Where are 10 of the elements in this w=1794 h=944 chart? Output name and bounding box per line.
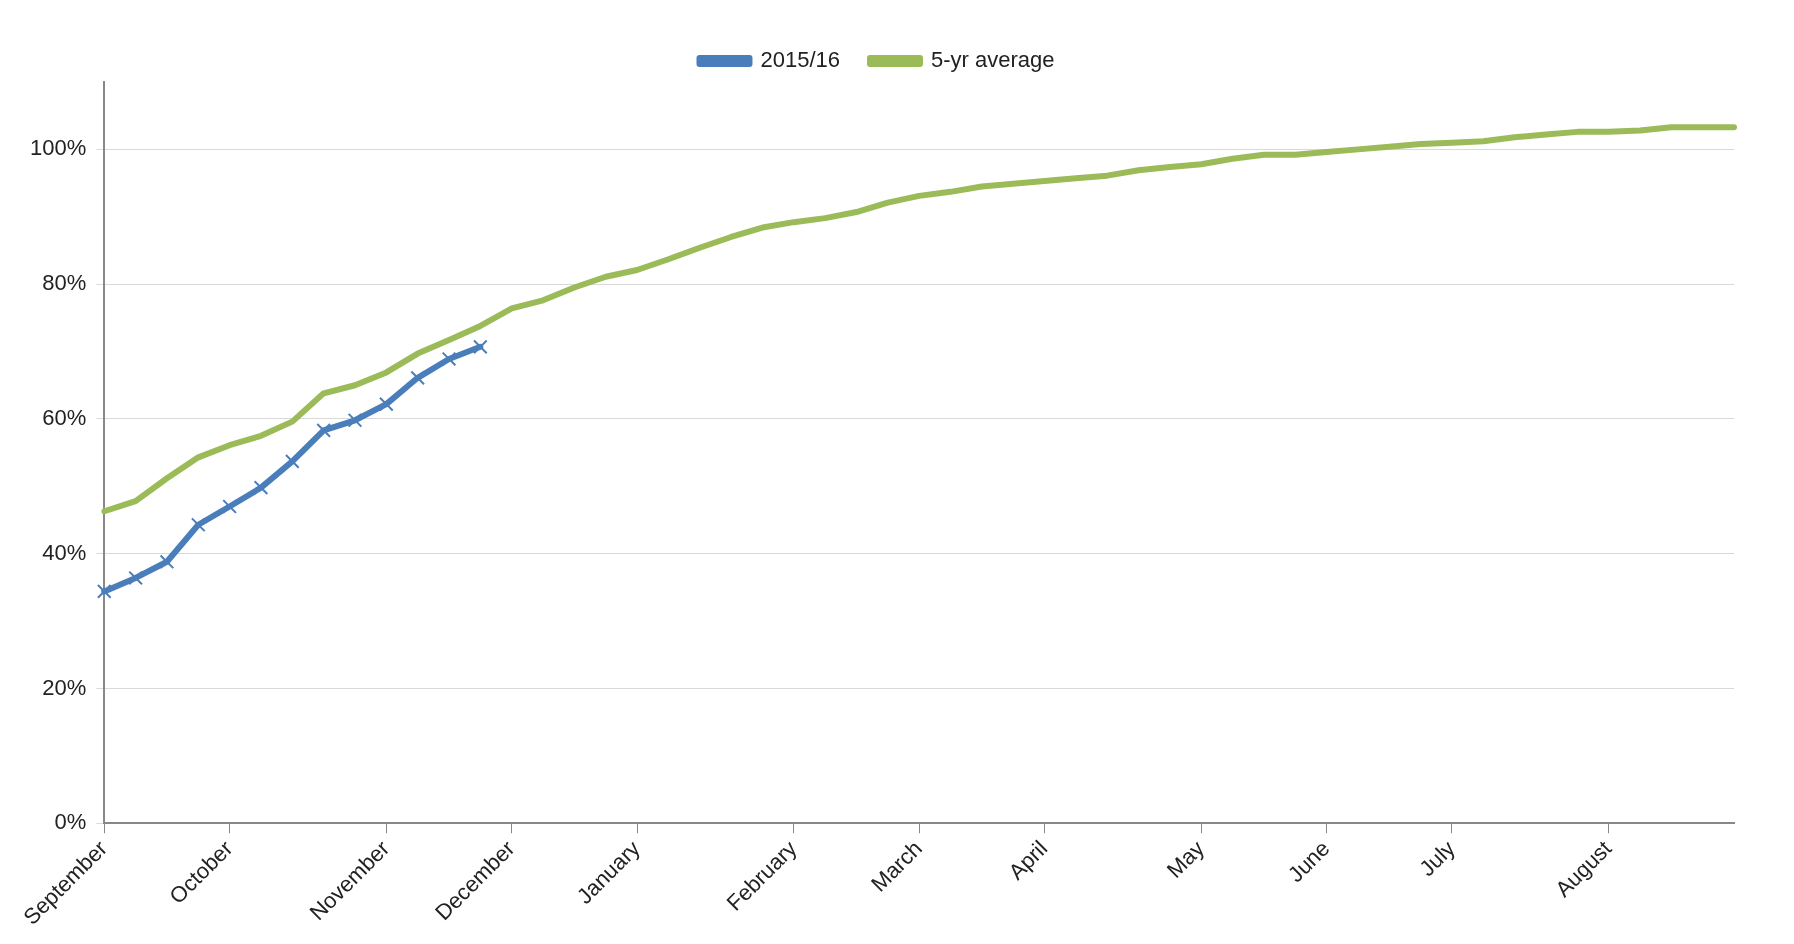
y-tick-label: 100%	[29, 135, 87, 161]
y-tick-label: 80%	[42, 270, 87, 296]
y-tick-label: 40%	[42, 539, 87, 565]
x-tick-label: May	[1161, 835, 1210, 883]
y-tick-label: 60%	[42, 404, 87, 430]
y-tick-label: 0%	[54, 809, 87, 835]
x-tick-label: July	[1414, 835, 1460, 882]
legend-label: 5-yr average	[931, 47, 1055, 73]
y-tick-label: 20%	[42, 674, 87, 700]
legend-label: 2015/16	[760, 47, 841, 73]
